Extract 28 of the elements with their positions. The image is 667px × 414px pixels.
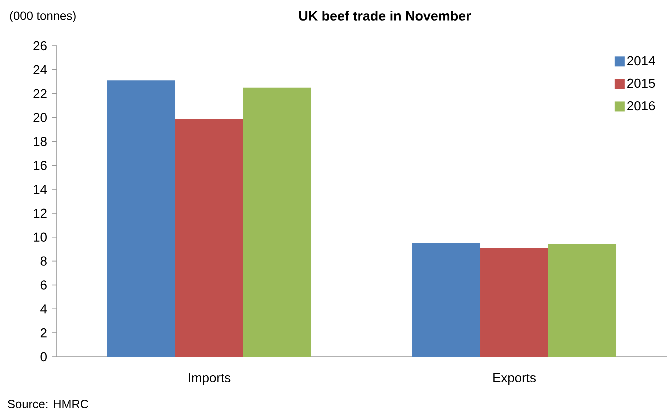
y-tick-label: 12	[34, 208, 47, 218]
y-tick-label: 16	[34, 161, 47, 170]
legend-label: 2015	[628, 78, 656, 88]
bar	[176, 118, 244, 357]
y-tick-label: 2	[40, 328, 47, 338]
bar	[548, 244, 617, 357]
chart-title: UK beef trade in November	[299, 11, 472, 21]
y-tick-label: 8	[40, 256, 47, 266]
bar	[412, 243, 481, 357]
legend-label: 2014	[628, 56, 656, 66]
y-tick-label: 14	[34, 185, 48, 194]
y-tick-label: 18	[34, 137, 47, 146]
y-tick-label: 6	[40, 280, 47, 290]
y-tick-label: 0	[40, 352, 47, 362]
y-tick-label: 24	[34, 65, 48, 74]
legend-label: 2016	[628, 101, 656, 111]
source-note: Source: HMRC	[8, 400, 89, 408]
x-tick-label: Exports	[494, 374, 536, 386]
y-tick-label: 22	[34, 89, 47, 98]
y-axis-title: (000 tonnes)	[10, 11, 76, 23]
bar	[480, 248, 549, 357]
y-tick-label: 26	[34, 41, 47, 51]
bar	[108, 80, 176, 357]
y-tick-label: 4	[40, 304, 48, 314]
x-tick-label: Imports	[189, 374, 231, 386]
y-tick-label: 10	[34, 232, 47, 242]
y-tick-label: 20	[34, 113, 47, 122]
bar	[244, 88, 312, 357]
